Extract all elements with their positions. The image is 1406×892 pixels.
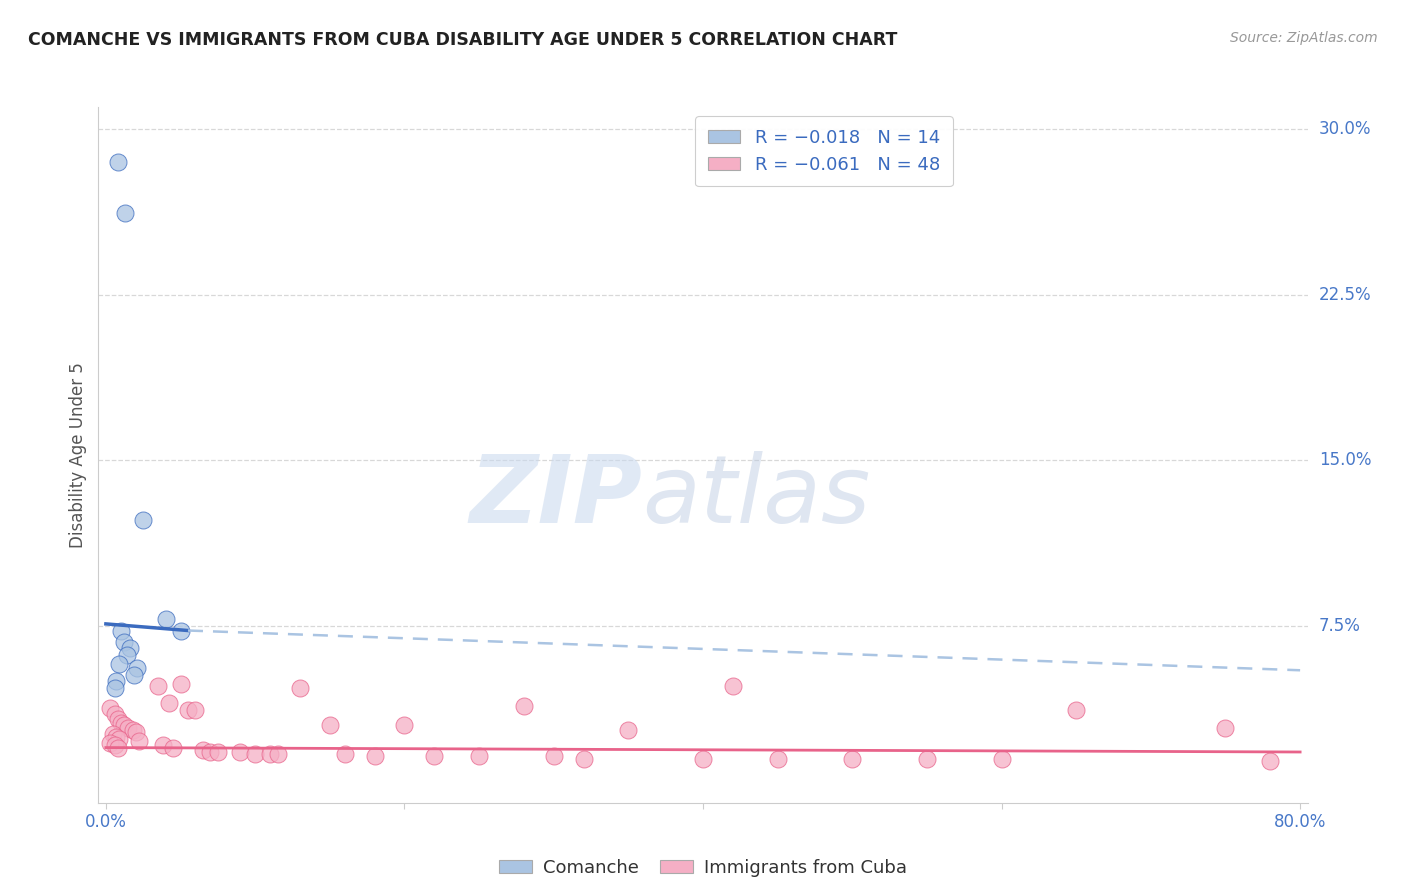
Point	[990, 751, 1012, 765]
Point	[107, 155, 129, 169]
Point	[104, 707, 127, 722]
Point	[103, 727, 125, 741]
Point	[121, 723, 143, 737]
Point	[104, 739, 127, 753]
Point	[117, 721, 139, 735]
Text: 30.0%: 30.0%	[1319, 120, 1371, 138]
Text: 7.5%: 7.5%	[1319, 617, 1361, 635]
Point	[155, 612, 177, 626]
Point	[127, 661, 149, 675]
Text: Source: ZipAtlas.com: Source: ZipAtlas.com	[1230, 31, 1378, 45]
Point	[122, 667, 145, 681]
Point	[114, 206, 136, 220]
Point	[108, 657, 131, 671]
Point	[266, 747, 288, 762]
Point	[259, 747, 281, 762]
Point	[572, 751, 595, 765]
Y-axis label: Disability Age Under 5: Disability Age Under 5	[69, 362, 87, 548]
Point	[110, 716, 132, 731]
Point	[692, 751, 714, 765]
Point	[105, 730, 128, 744]
Point	[721, 679, 744, 693]
Text: 22.5%: 22.5%	[1319, 285, 1371, 304]
Text: COMANCHE VS IMMIGRANTS FROM CUBA DISABILITY AGE UNDER 5 CORRELATION CHART: COMANCHE VS IMMIGRANTS FROM CUBA DISABIL…	[28, 31, 897, 49]
Point	[915, 751, 938, 765]
Point	[152, 739, 174, 753]
Point	[177, 703, 200, 717]
Point	[207, 745, 229, 759]
Text: 15.0%: 15.0%	[1319, 451, 1371, 469]
Point	[243, 747, 266, 762]
Point	[162, 740, 184, 755]
Point	[363, 749, 385, 764]
Point	[184, 703, 207, 717]
Point	[112, 634, 135, 648]
Text: atlas: atlas	[643, 451, 870, 542]
Point	[617, 723, 640, 737]
Point	[157, 697, 180, 711]
Point	[200, 745, 222, 759]
Point	[98, 701, 121, 715]
Point	[513, 698, 536, 713]
Point	[191, 743, 214, 757]
Point	[169, 624, 191, 638]
Point	[132, 513, 155, 527]
Point	[118, 641, 141, 656]
Point	[333, 747, 356, 762]
Point	[319, 718, 342, 732]
Point	[110, 624, 132, 638]
Point	[107, 740, 129, 755]
Point	[146, 679, 169, 693]
Point	[1258, 754, 1281, 768]
Point	[98, 736, 121, 750]
Point	[543, 749, 565, 764]
Text: ZIP: ZIP	[470, 450, 643, 542]
Point	[423, 749, 446, 764]
Legend: Comanche, Immigrants from Cuba: Comanche, Immigrants from Cuba	[492, 852, 914, 884]
Point	[169, 676, 191, 690]
Point	[1064, 703, 1087, 717]
Point	[766, 751, 789, 765]
Point	[104, 681, 127, 695]
Point	[105, 674, 128, 689]
Point	[1215, 721, 1237, 735]
Point	[125, 725, 148, 739]
Point	[108, 731, 131, 746]
Point	[128, 734, 150, 748]
Point	[288, 681, 311, 695]
Point	[394, 718, 416, 732]
Point	[107, 712, 129, 726]
Point	[112, 718, 135, 732]
Point	[468, 749, 491, 764]
Point	[115, 648, 138, 662]
Point	[841, 751, 863, 765]
Point	[229, 745, 252, 759]
